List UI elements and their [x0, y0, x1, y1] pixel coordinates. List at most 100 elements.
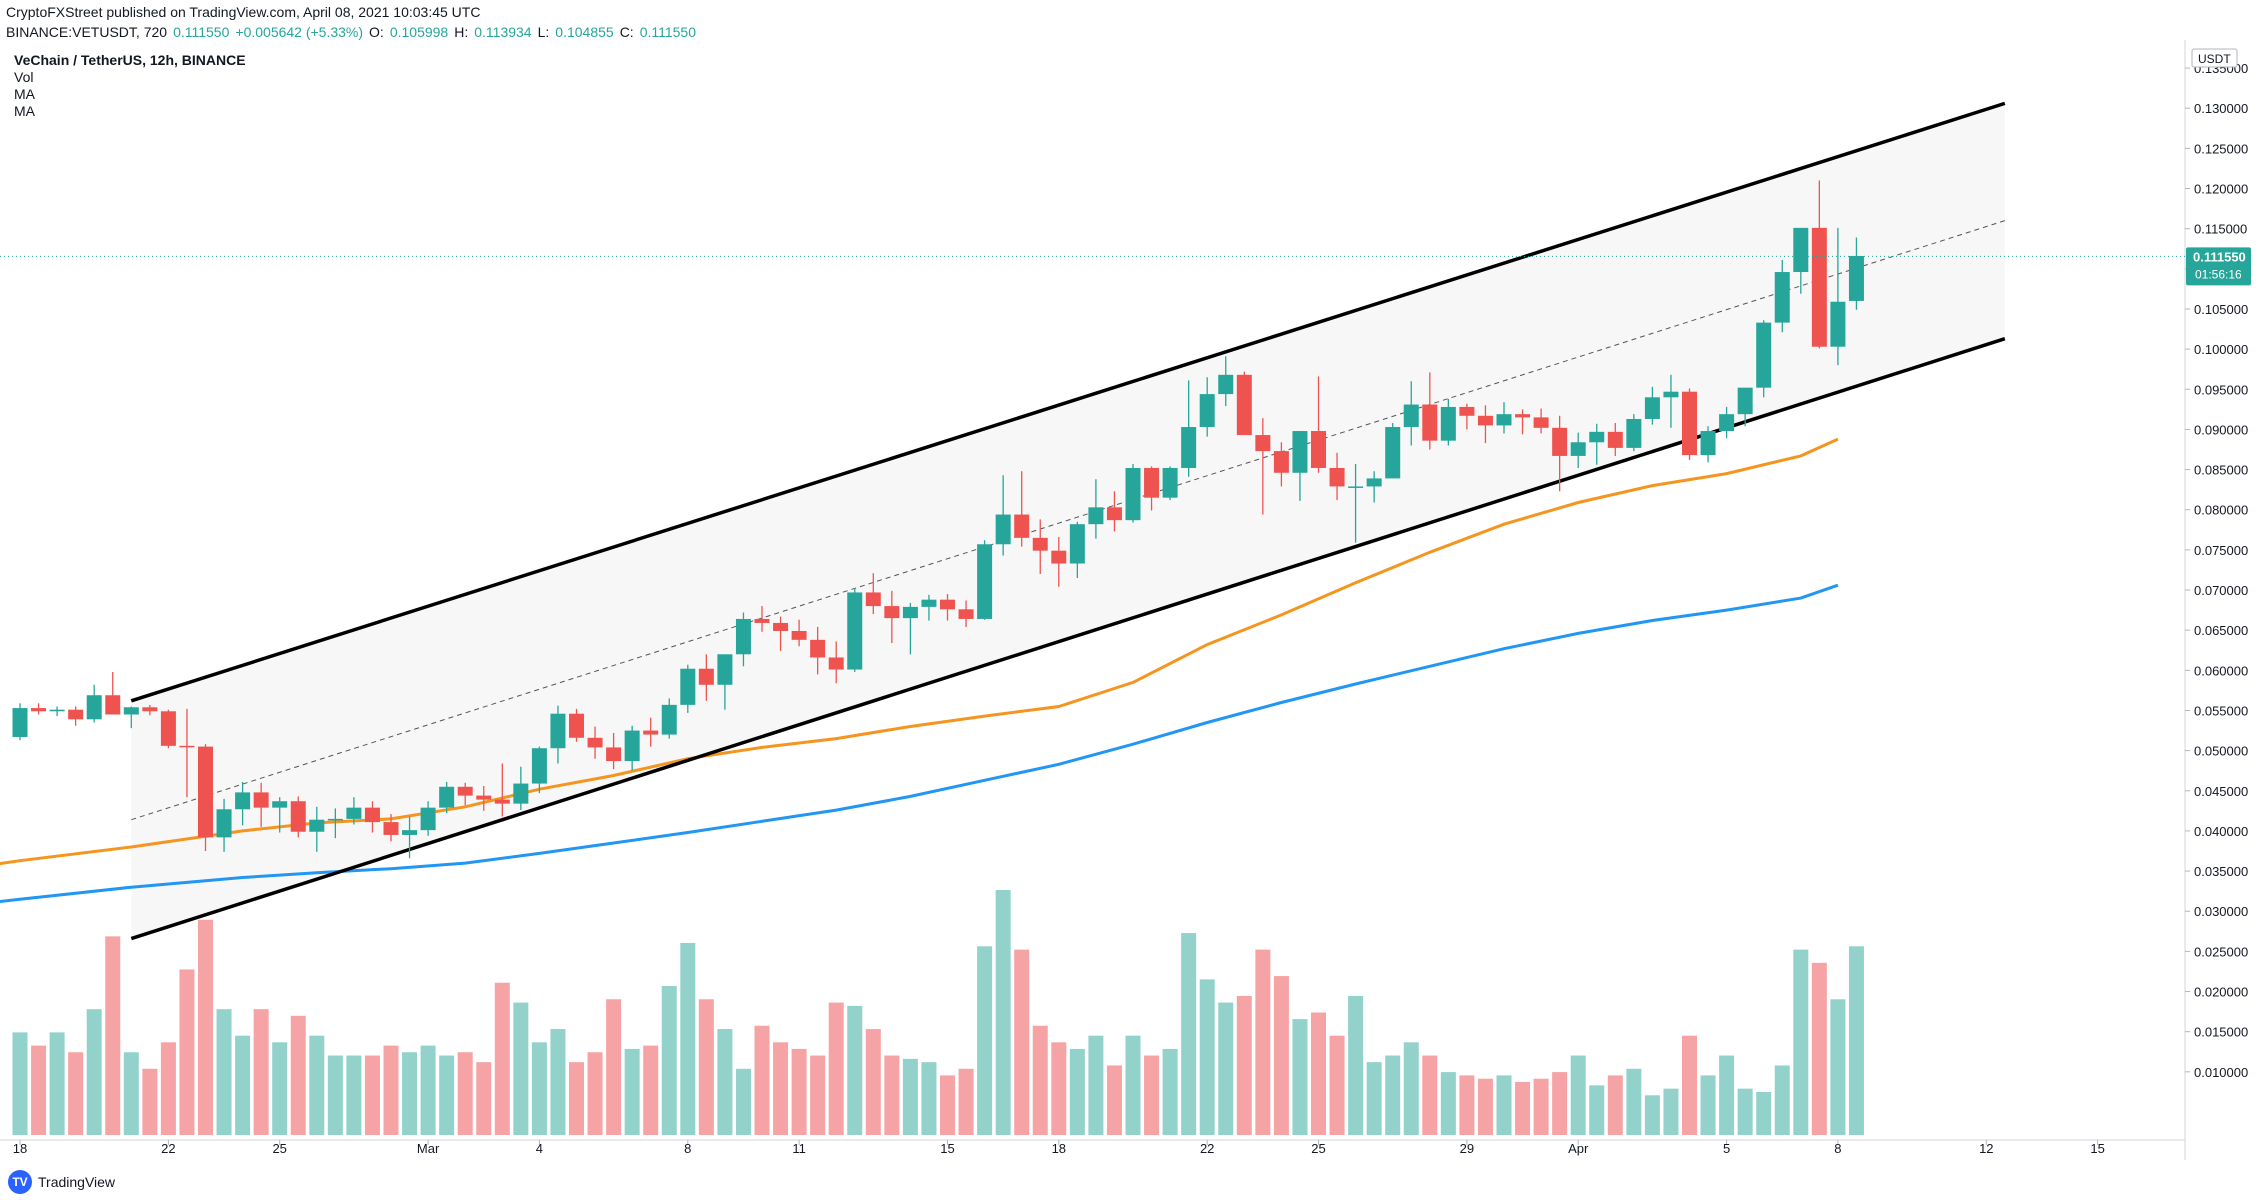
volume-bar — [1644, 1095, 1660, 1135]
candle-body — [1385, 427, 1401, 479]
volume-bar — [420, 1045, 436, 1135]
tradingview-logo-icon[interactable]: TV — [8, 1170, 32, 1194]
volume-bar — [680, 942, 696, 1135]
ma-short-line — [0, 437, 1839, 866]
volume-bar — [606, 999, 622, 1135]
volume-bar — [1032, 1025, 1048, 1135]
candle-body — [661, 704, 677, 735]
legend-title: VeChain / TetherUS, 12h, BINANCE — [14, 52, 246, 68]
candle-body — [717, 654, 733, 685]
volume-bar — [995, 890, 1011, 1135]
legend-vol[interactable]: Vol — [14, 69, 34, 85]
candle-body — [977, 544, 993, 619]
volume-bar — [1533, 1078, 1549, 1135]
volume-bar — [1496, 1075, 1512, 1135]
y-tick-label: 0.095000 — [2194, 382, 2248, 397]
volume-bar — [383, 1045, 399, 1135]
y-tick-label: 0.050000 — [2194, 744, 2248, 759]
volume-bar — [698, 999, 714, 1135]
y-tick-label: 0.020000 — [2194, 985, 2248, 1000]
candle-body — [1144, 467, 1160, 498]
y-tick-label: 0.060000 — [2194, 663, 2248, 678]
candle-body — [1273, 451, 1289, 473]
x-tick-label: 5 — [1723, 1141, 1730, 1156]
volume-bar — [68, 1052, 84, 1135]
x-tick-label: Apr — [1568, 1141, 1589, 1156]
high-label: H: — [454, 24, 469, 40]
ma-long-line — [0, 583, 1839, 904]
candle-body — [12, 708, 28, 737]
candle-body — [1218, 374, 1234, 395]
candle-body — [1422, 404, 1438, 441]
candle-body — [884, 606, 900, 619]
candle-body — [995, 514, 1011, 545]
volume-bar — [1366, 1062, 1382, 1135]
last-price-value: 0.111550 — [2193, 249, 2246, 264]
candle-body — [1589, 431, 1605, 443]
candle-body — [1125, 467, 1141, 521]
x-tick-label: 22 — [161, 1141, 175, 1156]
volume-bar — [1589, 1085, 1605, 1135]
volume-bar — [847, 1005, 863, 1135]
candle-body — [513, 783, 529, 804]
y-tick-label: 0.080000 — [2194, 503, 2248, 518]
volume-bar — [754, 1025, 770, 1135]
volume-bars — [12, 890, 1864, 1135]
candle-body — [1199, 394, 1215, 428]
candle-body — [1774, 272, 1790, 323]
candle-body — [1496, 414, 1512, 426]
volume-bar — [1144, 1055, 1160, 1135]
volume-bar — [364, 1055, 380, 1135]
x-tick-label: 29 — [1460, 1141, 1474, 1156]
candle-body — [1348, 486, 1364, 488]
candle-body — [1069, 524, 1085, 564]
unit-badge — [2191, 48, 2238, 68]
volume-bar — [105, 936, 121, 1135]
candle-body — [1366, 478, 1382, 487]
x-tick-label: 8 — [1834, 1141, 1841, 1156]
volume-bar — [1515, 1082, 1531, 1135]
unit-label: USDT — [2198, 52, 2231, 66]
volume-bar — [1051, 1042, 1067, 1135]
volume-bar — [1236, 995, 1252, 1135]
volume-bar — [31, 1045, 47, 1135]
candle-body — [142, 707, 158, 712]
candle-body — [1329, 467, 1345, 487]
candle-body — [364, 807, 380, 823]
volume-bar — [1700, 1075, 1716, 1135]
volume-bar — [624, 1048, 640, 1135]
volume-bar — [142, 1068, 158, 1135]
high-value: 0.113934 — [474, 24, 532, 40]
volume-bar — [1348, 995, 1364, 1135]
volume-bar — [1403, 1042, 1419, 1135]
volume-bar — [1125, 1035, 1141, 1135]
candle-body — [1756, 322, 1772, 388]
volume-bar — [346, 1055, 362, 1135]
candle-body — [754, 618, 770, 623]
volume-bar — [1477, 1078, 1493, 1135]
y-tick-label: 0.105000 — [2194, 302, 2248, 317]
volume-bar — [290, 1015, 306, 1135]
y-tick-label: 0.015000 — [2194, 1025, 2248, 1040]
volume-bar — [1682, 1035, 1697, 1135]
candle-body — [1570, 442, 1586, 456]
candle-body — [457, 786, 473, 796]
legend-ma-1[interactable]: MA — [14, 86, 35, 102]
candle-body — [383, 822, 399, 835]
candle-body — [940, 599, 955, 610]
candle-body — [1459, 406, 1475, 416]
candle-body — [531, 748, 547, 784]
volume-bar — [1422, 1055, 1438, 1135]
x-tick-label: 15 — [940, 1141, 954, 1156]
volume-bar — [1162, 1048, 1178, 1135]
low-value: 0.104855 — [555, 24, 614, 40]
candle-body — [828, 657, 844, 670]
candle-body — [1848, 255, 1864, 301]
volume-bar — [86, 1009, 102, 1135]
volume-bar — [773, 1042, 789, 1135]
footer: TV TradingView — [8, 1170, 115, 1194]
legend-ma-2[interactable]: MA — [14, 103, 35, 119]
price-axis-bg — [2185, 0, 2261, 1165]
y-tick-label: 0.055000 — [2194, 703, 2248, 718]
